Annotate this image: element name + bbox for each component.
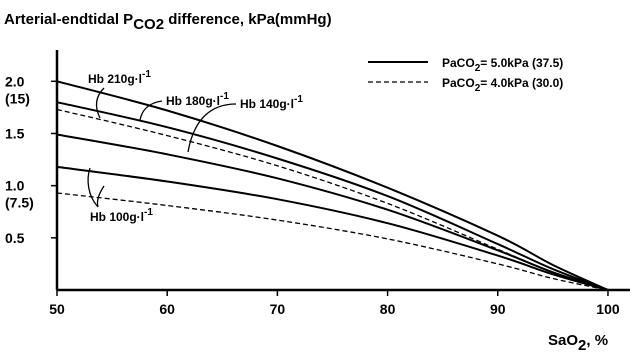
annotation-hb-180: Hb 180g·l-1 [166, 91, 229, 108]
series-hb140-paco2-5-0-line [56, 133, 609, 291]
annotation-hb-140: Hb 140g·l-1 [240, 94, 303, 111]
series-group [56, 80, 609, 291]
legend-solid-label: PaCO2= 5.0kPa (37.5) [442, 56, 563, 74]
x-tick-label-50: 50 [49, 301, 65, 317]
annotation-hb-100: Hb 100g·l-1 [90, 207, 153, 224]
x-axis-label: SaO2, % [548, 332, 608, 354]
annotation-hb-100-leader-a [87, 167, 99, 208]
legend-dashed-label: PaCO2= 4.0kPa (30.0) [442, 76, 563, 94]
y-tick-label-3: 0.5 [5, 230, 25, 246]
x-tick-label-70: 70 [270, 301, 286, 317]
annotation-hb-180-leader [139, 100, 163, 121]
y-tick-label-2: 1.0 [5, 178, 25, 194]
x-tick-label-90: 90 [490, 301, 506, 317]
x-tick-label-100: 100 [596, 301, 620, 317]
annotations: Hb 210g·l-1 Hb 180g·l-1 Hb 140g·l-1 Hb 1… [87, 69, 303, 224]
legend: PaCO2= 5.0kPa (37.5) PaCO2= 4.0kPa (30.0… [368, 56, 563, 94]
x-tick-label-60: 60 [159, 301, 175, 317]
series-hb180-paco2-4-0-line [56, 108, 609, 291]
y-axis: 2.0(15) 1.5 1.0(7.5) 0.5 [5, 50, 59, 290]
x-axis: 50 60 70 80 90 100 [49, 288, 630, 317]
chart-title: Arterial-endtidal PCO2 difference, kPa(m… [4, 11, 332, 33]
annotation-hb-140-leader [187, 103, 237, 153]
y-tick-label-0-mmhg: (15) [5, 90, 30, 106]
series-hb180-paco2-5-0-line [56, 101, 609, 291]
annotation-hb-210: Hb 210g·l-1 [88, 69, 151, 86]
annotation-hb-100-leader-b [96, 185, 105, 208]
series-hb100-paco2-5-0-line [56, 165, 609, 291]
series-hb100-paco2-4-0-line [56, 192, 609, 291]
annotation-hb-210-leader [95, 87, 105, 119]
y-tick-label-0: 2.0 [5, 73, 25, 89]
x-tick-label-80: 80 [380, 301, 396, 317]
y-tick-label-2-mmhg: (7.5) [5, 195, 34, 211]
series-hb210-paco2-5-0-line [56, 80, 609, 291]
y-tick-label-1: 1.5 [5, 125, 25, 141]
